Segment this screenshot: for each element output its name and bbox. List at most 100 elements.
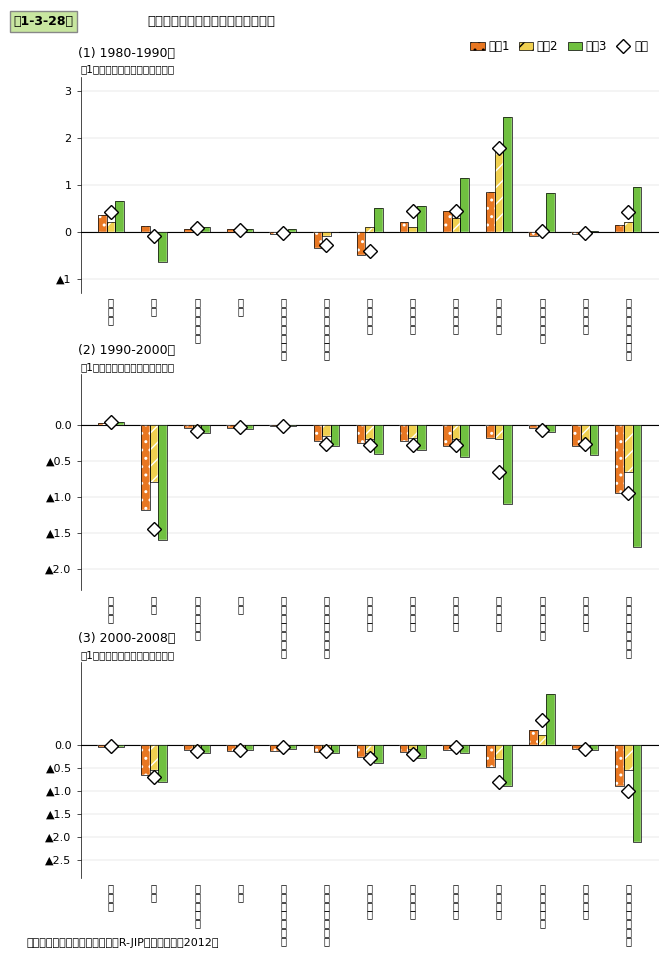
Bar: [141, 424, 150, 510]
Bar: [288, 745, 296, 749]
Bar: [400, 223, 409, 231]
Bar: [573, 745, 581, 749]
Bar: [581, 424, 589, 441]
Bar: [573, 231, 581, 234]
Bar: [331, 745, 339, 754]
Bar: [443, 745, 452, 750]
Bar: [374, 745, 382, 762]
Text: (3) 2000-2008年: (3) 2000-2008年: [78, 632, 175, 645]
Bar: [184, 745, 193, 750]
Bar: [538, 229, 546, 231]
Bar: [374, 208, 382, 231]
Bar: [374, 208, 382, 231]
Bar: [443, 745, 452, 750]
Bar: [573, 424, 581, 446]
Text: 窯
業
・
土
石
製
品: 窯 業 ・ 土 石 製 品: [323, 883, 329, 946]
Text: （1都道府県当たり平均、万人）: （1都道府県当たり平均、万人）: [81, 650, 175, 660]
Bar: [538, 424, 546, 428]
Bar: [495, 424, 503, 439]
Bar: [632, 187, 641, 231]
Bar: [417, 206, 425, 231]
Bar: [366, 745, 374, 754]
Text: 第1-3-28図: 第1-3-28図: [13, 15, 73, 28]
Text: 化
学: 化 学: [237, 595, 243, 614]
Bar: [443, 210, 452, 231]
Text: 輸
送
用
機
械: 輸 送 用 機 械: [539, 595, 545, 640]
Text: 一
般
機
械: 一 般 機 械: [453, 298, 459, 334]
Text: 金
属
製
品: 金 属 製 品: [410, 298, 416, 334]
Bar: [632, 424, 641, 547]
Bar: [288, 745, 296, 749]
Text: 金
属
製
品: 金 属 製 品: [410, 883, 416, 920]
Bar: [202, 228, 210, 231]
Bar: [400, 424, 409, 441]
Bar: [581, 745, 589, 750]
Bar: [366, 228, 374, 231]
Bar: [616, 745, 624, 786]
Bar: [503, 424, 512, 504]
Bar: [227, 745, 236, 751]
Bar: [107, 223, 115, 231]
Bar: [107, 422, 115, 424]
Bar: [184, 229, 193, 231]
Bar: [245, 229, 253, 231]
Bar: [581, 231, 589, 234]
Bar: [452, 745, 460, 748]
Bar: [366, 424, 374, 439]
Text: 繊
維: 繊 維: [151, 595, 157, 614]
Bar: [366, 745, 374, 754]
Bar: [245, 424, 253, 429]
Bar: [624, 745, 632, 770]
Bar: [624, 424, 632, 471]
Bar: [589, 745, 598, 750]
Bar: [503, 424, 512, 504]
Bar: [529, 231, 538, 236]
Text: 電
気
機
械: 電 気 機 械: [496, 595, 502, 632]
Bar: [443, 210, 452, 231]
Bar: [374, 424, 382, 453]
Bar: [141, 745, 150, 775]
Text: (1) 1980-1990年: (1) 1980-1990年: [78, 46, 175, 60]
Bar: [460, 745, 469, 754]
Bar: [141, 745, 150, 775]
Bar: [581, 231, 589, 234]
Bar: [193, 424, 202, 430]
Bar: [322, 231, 331, 236]
Bar: [486, 424, 495, 438]
Bar: [503, 745, 512, 786]
Text: 食
料
品: 食 料 品: [108, 298, 114, 325]
Bar: [270, 424, 279, 426]
Bar: [98, 745, 107, 748]
Bar: [495, 152, 503, 231]
Bar: [288, 229, 296, 231]
Text: 一
般
機
械: 一 般 機 械: [453, 595, 459, 632]
Text: そ
の
他
の
製
造
業: そ の 他 の 製 造 業: [626, 298, 632, 360]
Bar: [322, 745, 331, 750]
Bar: [322, 424, 331, 436]
Bar: [159, 424, 167, 540]
Bar: [443, 424, 452, 446]
Bar: [159, 231, 167, 262]
Bar: [236, 745, 245, 749]
Bar: [409, 424, 417, 438]
Text: （1都道府県当たり平均、万人）: （1都道府県当たり平均、万人）: [81, 64, 175, 75]
Text: 電
気
機
械: 電 気 機 械: [496, 298, 502, 334]
Bar: [115, 202, 124, 231]
Bar: [624, 223, 632, 231]
Bar: [227, 424, 236, 428]
Bar: [288, 229, 296, 231]
Bar: [202, 745, 210, 754]
Bar: [624, 745, 632, 770]
Bar: [460, 424, 469, 457]
Text: 地域別に見た製造業就業者数の変化: 地域別に見た製造業就業者数の変化: [148, 15, 276, 28]
Bar: [460, 424, 469, 457]
Bar: [486, 192, 495, 231]
Bar: [288, 424, 296, 426]
Bar: [409, 228, 417, 231]
Bar: [245, 745, 253, 750]
Text: 化
学: 化 学: [237, 883, 243, 902]
Bar: [417, 424, 425, 450]
Bar: [107, 223, 115, 231]
Bar: [538, 424, 546, 428]
Bar: [452, 218, 460, 231]
